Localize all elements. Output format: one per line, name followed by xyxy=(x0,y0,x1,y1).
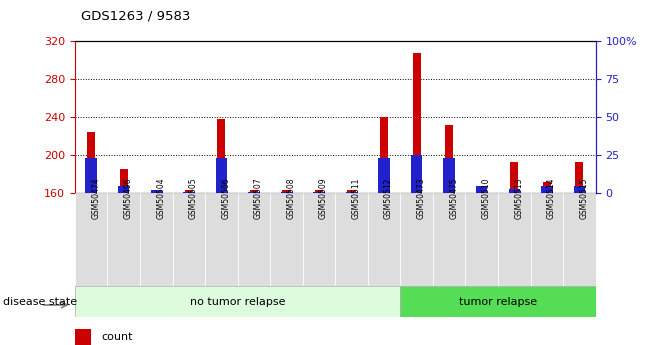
Bar xyxy=(75,286,400,317)
Text: GSM50513: GSM50513 xyxy=(514,177,523,219)
Text: GSM50510: GSM50510 xyxy=(482,177,491,219)
Bar xyxy=(335,193,368,286)
Bar xyxy=(478,190,486,193)
Bar xyxy=(150,190,162,193)
Bar xyxy=(185,190,193,193)
Text: disease state: disease state xyxy=(3,297,77,307)
Bar xyxy=(315,190,323,193)
Bar xyxy=(183,192,195,193)
Text: GSM50508: GSM50508 xyxy=(286,177,296,219)
Bar xyxy=(445,125,453,193)
Bar xyxy=(411,155,422,193)
Bar xyxy=(238,193,270,286)
Text: GSM50509: GSM50509 xyxy=(319,177,328,219)
Bar xyxy=(248,192,260,193)
Bar xyxy=(283,190,290,193)
Bar xyxy=(250,190,258,193)
Bar xyxy=(413,53,421,193)
Bar xyxy=(120,169,128,193)
Bar xyxy=(270,193,303,286)
Bar xyxy=(380,117,388,193)
Bar xyxy=(152,190,160,193)
Bar xyxy=(303,193,335,286)
Bar xyxy=(217,119,225,193)
Text: GSM50506: GSM50506 xyxy=(221,177,230,219)
Text: GDS1263 / 9583: GDS1263 / 9583 xyxy=(81,9,191,22)
Bar xyxy=(346,192,357,193)
Text: GSM50474: GSM50474 xyxy=(91,177,100,219)
Bar xyxy=(575,162,583,193)
Text: GSM50514: GSM50514 xyxy=(547,177,556,219)
Bar xyxy=(563,193,596,286)
Bar xyxy=(400,286,596,317)
Bar xyxy=(433,193,465,286)
Bar xyxy=(531,193,563,286)
Text: GSM50504: GSM50504 xyxy=(156,177,165,219)
Bar xyxy=(281,192,292,193)
Text: GSM50511: GSM50511 xyxy=(352,177,361,218)
Bar xyxy=(75,329,91,345)
Bar xyxy=(378,158,390,193)
Bar xyxy=(543,182,551,193)
Bar xyxy=(368,193,400,286)
Bar xyxy=(508,189,520,193)
Text: count: count xyxy=(101,332,132,342)
Text: GSM50512: GSM50512 xyxy=(384,177,393,218)
Bar xyxy=(348,190,355,193)
Bar xyxy=(75,193,107,286)
Text: no tumor relapse: no tumor relapse xyxy=(190,297,285,307)
Bar xyxy=(87,131,95,193)
Bar xyxy=(400,193,433,286)
Bar xyxy=(510,162,518,193)
Bar xyxy=(205,193,238,286)
Text: GSM50515: GSM50515 xyxy=(579,177,589,219)
Text: GSM50496: GSM50496 xyxy=(124,177,133,219)
Text: tumor relapse: tumor relapse xyxy=(459,297,537,307)
Bar xyxy=(498,193,531,286)
Bar xyxy=(476,186,488,193)
Text: GSM50475: GSM50475 xyxy=(449,177,458,219)
Bar xyxy=(118,186,130,193)
Bar xyxy=(173,193,205,286)
Bar xyxy=(541,186,553,193)
Bar xyxy=(443,158,455,193)
Text: GSM50473: GSM50473 xyxy=(417,177,426,219)
Bar xyxy=(313,192,325,193)
Bar xyxy=(140,193,173,286)
Bar xyxy=(85,158,97,193)
Bar xyxy=(107,193,140,286)
Bar xyxy=(465,193,498,286)
Bar xyxy=(215,158,227,193)
Text: GSM50507: GSM50507 xyxy=(254,177,263,219)
Bar xyxy=(574,186,585,193)
Text: GSM50505: GSM50505 xyxy=(189,177,198,219)
